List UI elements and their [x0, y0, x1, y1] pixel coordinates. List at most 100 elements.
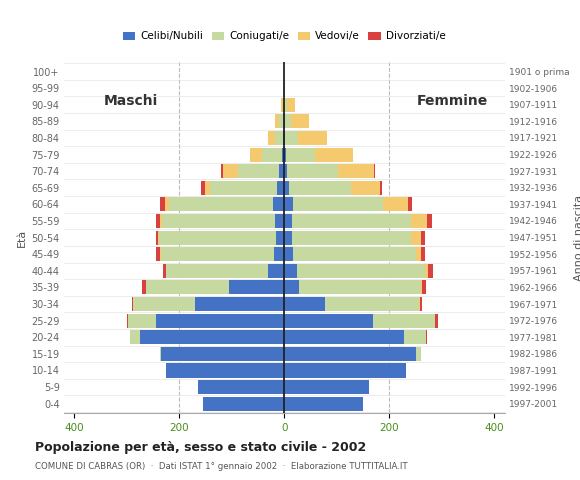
Bar	[269, 264, 284, 278]
Bar	[298, 131, 327, 145]
Bar	[374, 313, 436, 328]
Bar	[133, 297, 195, 311]
Bar	[284, 131, 285, 145]
Bar	[142, 280, 146, 294]
Bar	[289, 181, 351, 195]
Bar	[426, 330, 427, 344]
Bar	[284, 181, 289, 195]
Bar	[128, 313, 155, 328]
Bar	[351, 181, 380, 195]
Bar	[221, 164, 223, 178]
Bar	[158, 230, 160, 245]
Bar	[297, 264, 425, 278]
Bar	[421, 247, 425, 261]
Bar	[275, 131, 283, 145]
Bar	[140, 330, 284, 344]
Bar	[155, 214, 160, 228]
Bar	[161, 247, 274, 261]
Bar	[277, 181, 284, 195]
Bar	[284, 280, 299, 294]
Bar	[411, 214, 427, 228]
Bar	[262, 147, 282, 162]
Bar	[132, 297, 133, 311]
Bar	[416, 247, 421, 261]
Bar	[325, 297, 419, 311]
Bar	[203, 396, 284, 411]
Bar	[284, 247, 292, 261]
Bar	[276, 230, 284, 245]
Bar	[284, 297, 325, 311]
Bar	[130, 330, 140, 344]
Bar	[269, 131, 275, 145]
Bar	[160, 347, 161, 361]
Y-axis label: Età: Età	[17, 228, 27, 247]
Bar	[291, 114, 309, 129]
Bar	[276, 114, 280, 129]
Bar	[284, 264, 297, 278]
Bar	[275, 214, 284, 228]
Bar	[411, 230, 420, 245]
Y-axis label: Anno di nascita: Anno di nascita	[574, 194, 580, 281]
Bar	[425, 264, 428, 278]
Bar	[279, 164, 284, 178]
Bar	[374, 164, 375, 178]
Bar	[195, 297, 284, 311]
Bar	[380, 181, 382, 195]
Bar	[420, 280, 422, 294]
Bar	[166, 363, 284, 377]
Text: Popolazione per età, sesso e stato civile - 2002: Popolazione per età, sesso e stato civil…	[35, 441, 366, 454]
Bar	[292, 230, 411, 245]
Bar	[160, 247, 161, 261]
Bar	[427, 214, 432, 228]
Bar	[282, 147, 284, 162]
Bar	[284, 81, 285, 95]
Bar	[163, 264, 166, 278]
Bar	[284, 313, 374, 328]
Bar	[284, 363, 406, 377]
Bar	[287, 164, 338, 178]
Bar	[273, 197, 284, 212]
Bar	[338, 164, 374, 178]
Legend: Celibi/Nubili, Coniugati/e, Vedovi/e, Divorziati/e: Celibi/Nubili, Coniugati/e, Vedovi/e, Di…	[118, 27, 450, 46]
Bar	[205, 181, 210, 195]
Bar	[282, 98, 284, 112]
Bar	[408, 197, 412, 212]
Bar	[229, 280, 284, 294]
Bar	[165, 197, 169, 212]
Bar	[155, 247, 160, 261]
Bar	[161, 347, 284, 361]
Bar	[166, 264, 269, 278]
Bar	[436, 313, 438, 328]
Bar	[284, 380, 369, 394]
Bar	[419, 297, 422, 311]
Bar	[299, 280, 420, 294]
Bar	[284, 98, 287, 112]
Bar	[160, 230, 276, 245]
Bar	[284, 197, 292, 212]
Bar	[315, 147, 353, 162]
Bar	[210, 181, 277, 195]
Bar	[287, 147, 315, 162]
Bar	[404, 330, 426, 344]
Bar	[146, 280, 229, 294]
Bar	[201, 181, 205, 195]
Bar	[284, 330, 404, 344]
Bar	[280, 114, 284, 129]
Bar	[155, 313, 284, 328]
Bar	[416, 347, 420, 361]
Bar	[274, 247, 284, 261]
Bar	[284, 214, 292, 228]
Bar	[284, 347, 416, 361]
Bar	[284, 147, 287, 162]
Bar	[285, 114, 291, 129]
Bar	[420, 230, 425, 245]
Bar	[155, 230, 158, 245]
Bar	[284, 396, 363, 411]
Bar	[285, 131, 298, 145]
Bar	[292, 247, 416, 261]
Bar	[160, 214, 162, 228]
Bar	[162, 214, 275, 228]
Bar	[238, 164, 279, 178]
Bar	[284, 230, 292, 245]
Text: Maschi: Maschi	[103, 95, 158, 108]
